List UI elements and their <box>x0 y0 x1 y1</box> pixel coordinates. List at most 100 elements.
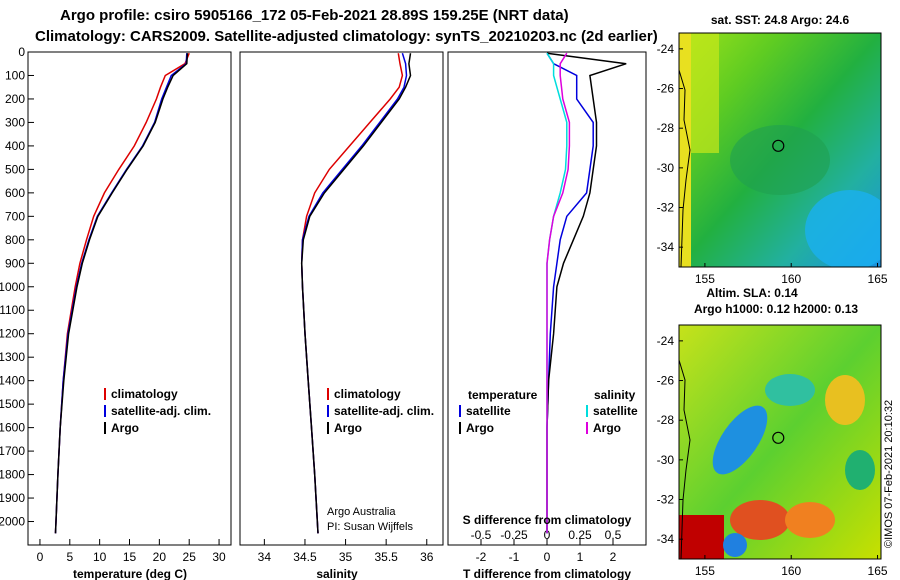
title-line-1: Argo profile: csiro 5905166_172 05-Feb-2… <box>60 7 569 24</box>
diff-line-salinity-argo <box>546 52 571 534</box>
title-line-2: Climatology: CARS2009. Satellite-adjuste… <box>35 28 658 45</box>
t-diff-xtick-label-0: -2 <box>476 550 487 564</box>
ytick-label-18: 1800 <box>0 468 25 482</box>
xtick-label-4: 36 <box>420 550 434 564</box>
legend-swatch-climatology <box>104 388 106 400</box>
legend-t-argo: Argo <box>466 421 494 435</box>
sla-map-subtitle: Argo h1000: 0.12 h2000: 0.13 <box>694 302 858 316</box>
sla-map-title: Altim. SLA: 0.14 <box>706 286 798 300</box>
ytick-label-12: 1200 <box>0 327 25 341</box>
ytick-label-4: 400 <box>5 139 25 153</box>
difference-t-xlabel: T difference from climatology <box>463 567 631 580</box>
xtick-label-3: 35.5 <box>374 550 398 564</box>
sla-float-marker <box>772 431 785 444</box>
ytick-label-7: 700 <box>5 209 25 223</box>
ytick-label-0: 0 <box>18 45 25 59</box>
ytick-label-14: 1400 <box>0 374 25 388</box>
legend-s-argo: Argo <box>593 421 621 435</box>
sst-map-panel: sat. SST: 24.8 Argo: 24.6 -24 -26 -28 -30 -3… <box>657 13 888 286</box>
map-ytick-label-1: -26 <box>657 374 675 388</box>
t-diff-xtick-label-1: -1 <box>509 550 520 564</box>
sla-eddy-6 <box>723 533 747 557</box>
legend-climatology-s: climatology <box>334 387 401 401</box>
sst-map-title: sat. SST: 24.8 Argo: 24.6 <box>711 13 850 27</box>
legend-swatch-s-satellite <box>586 405 588 417</box>
map-ytick-label-5: -34 <box>657 532 675 546</box>
difference-s-xlabel: S difference from climatology <box>463 513 632 527</box>
xtick-label-6: 30 <box>212 550 226 564</box>
ytick-label-11: 1100 <box>0 303 25 317</box>
xtick-label-0: 34 <box>258 550 272 564</box>
sla-warm-corner <box>679 515 724 559</box>
ytick-label-16: 1600 <box>0 421 25 435</box>
salinity-panel: 34 34.5 35 35.5 36 salinity climatology sate… <box>239 51 444 580</box>
diff-line-temperature-argo <box>546 52 627 534</box>
map-ytick-label-2: -28 <box>657 413 675 427</box>
map-ytick-label-3: -30 <box>657 161 675 175</box>
ytick-label-1: 100 <box>5 68 25 82</box>
sla-eddy-2 <box>765 374 815 406</box>
map-ytick-label-3: -30 <box>657 453 675 467</box>
ytick-label-5: 500 <box>5 162 25 176</box>
map-ytick-label-2: -28 <box>657 121 675 135</box>
difference-legend: temperature salinity satellite Argo sate… <box>459 388 638 435</box>
legend-swatch-argo-s <box>327 422 329 434</box>
s-diff-xtick-label-1: -0.25 <box>500 528 528 542</box>
t-diff-xtick-label-3: 1 <box>577 550 584 564</box>
map-ytick-label-5: -34 <box>657 240 675 254</box>
xtick-label-2: 35 <box>339 550 353 564</box>
sla-eddy-5 <box>785 502 835 538</box>
ytick-label-17: 1700 <box>0 444 25 458</box>
ytick-label-19: 1900 <box>0 491 25 505</box>
xtick-label-0: 0 <box>37 550 44 564</box>
ytick-label-3: 300 <box>5 115 25 129</box>
legend-title-temperature: temperature <box>468 388 538 402</box>
legend-satellite-s: satellite-adj. clim. <box>334 404 434 418</box>
legend-swatch-climatology-s <box>327 388 329 400</box>
credit-line-1: Argo Australia <box>327 506 396 518</box>
xtick-label-4: 20 <box>153 550 167 564</box>
xtick-label-5: 25 <box>183 550 197 564</box>
ytick-label-20: 2000 <box>0 515 25 529</box>
sla-eddy-1 <box>712 405 768 475</box>
legend-climatology: climatology <box>111 387 178 401</box>
map-xtick-label-0: 155 <box>695 564 715 578</box>
sla-eddy-3 <box>825 375 865 425</box>
map-ytick-label-4: -32 <box>657 201 675 215</box>
ytick-label-15: 1500 <box>0 397 25 411</box>
s-diff-xtick-label-4: 0.5 <box>605 528 622 542</box>
legend-argo: Argo <box>111 421 139 435</box>
sst-coastline <box>679 69 691 267</box>
timestamp: ©IMOS 07-Feb-2021 20:10:32 <box>883 400 895 548</box>
s-diff-xtick-label-3: 0.25 <box>568 528 592 542</box>
map-ytick-label-4: -32 <box>657 493 675 507</box>
ytick-label-10: 1000 <box>0 280 25 294</box>
t-diff-xtick-label-2: 0 <box>544 550 551 564</box>
ytick-label-6: 600 <box>5 186 25 200</box>
ytick-label-8: 800 <box>5 233 25 247</box>
ytick-label-9: 900 <box>5 256 25 270</box>
series-line-argo <box>300 53 412 534</box>
temperature-plot-frame <box>27 51 232 546</box>
temperature-panel: 0100200300400500600700800900100011001200… <box>0 45 453 580</box>
legend-title-salinity: salinity <box>594 388 636 402</box>
credit-line-2: PI: Susan Wijffels <box>327 521 413 533</box>
legend-t-satellite: satellite <box>466 404 511 418</box>
t-diff-xtick-label-4: 2 <box>610 550 617 564</box>
xtick-label-1: 5 <box>66 550 73 564</box>
temperature-legend: climatology satellite-adj. clim. Argo <box>104 387 211 435</box>
legend-swatch-argo <box>104 422 106 434</box>
sla-eddy-7 <box>845 450 875 490</box>
map-ytick-label-0: -24 <box>657 42 675 56</box>
sst-coastal-strip <box>679 33 691 267</box>
ytick-label-2: 200 <box>5 92 25 106</box>
legend-swatch-satellite <box>104 405 106 417</box>
map-xtick-label-0: 155 <box>695 272 715 286</box>
legend-swatch-s-argo <box>586 422 588 434</box>
legend-swatch-t-satellite <box>459 405 461 417</box>
sst-cool-patch <box>805 190 881 267</box>
sla-map-frame <box>678 324 882 560</box>
s-diff-xtick-label-2: 0 <box>544 528 551 542</box>
salinity-legend: climatology satellite-adj. clim. Argo <box>327 387 434 435</box>
